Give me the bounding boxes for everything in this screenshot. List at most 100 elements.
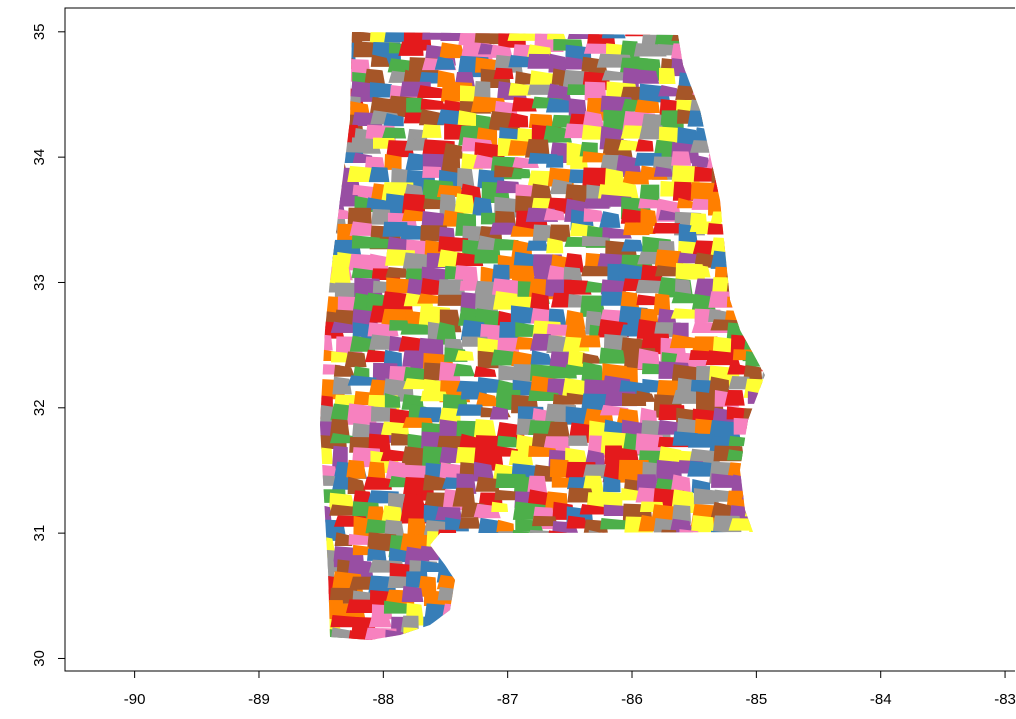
tract [747,307,775,321]
tract [671,151,691,166]
tract [745,502,770,517]
tract [762,589,794,604]
tract [581,587,601,598]
tract [310,55,335,67]
tract [707,627,726,650]
tract [744,182,769,200]
tract [759,82,789,96]
tract [514,641,544,652]
tract [582,353,601,364]
tract [732,124,750,145]
tract [726,250,748,264]
tract [459,517,481,529]
tract [765,31,798,54]
tract [766,124,801,147]
tract [726,574,750,592]
x-tick-label: -90 [124,691,146,708]
tract [602,628,623,651]
y-tick-label: 34 [31,149,48,166]
tract [311,334,333,351]
tract [689,632,709,646]
tract [729,518,765,530]
tract [602,25,626,38]
x-tick-label: -89 [248,691,270,708]
tract [658,546,688,568]
tract [679,529,700,548]
tract [633,69,659,83]
tract [694,600,717,617]
tract [746,280,779,294]
tract [766,449,786,467]
tract [462,545,487,565]
tract [708,574,739,585]
tract [731,157,747,172]
tract [476,619,510,642]
tract [382,127,406,138]
tract [765,225,793,242]
tract [475,544,491,558]
tract [330,208,351,219]
tract [711,211,729,222]
tract [657,601,683,623]
tract [453,364,475,377]
tract [510,530,541,552]
tract [727,113,743,131]
x-tick-label: -84 [870,691,892,708]
tract [766,168,797,181]
tract [766,531,788,545]
tract [749,56,776,75]
tract [479,590,499,613]
tract [480,647,500,660]
tract [673,182,693,201]
tract [725,265,752,281]
tract [334,647,364,661]
tract [727,545,753,555]
tract [402,586,424,602]
tract [509,615,537,629]
tract [422,124,442,138]
tract [652,562,683,572]
tract [749,222,775,241]
tract [548,557,566,575]
tract [462,560,480,582]
tract [690,515,715,539]
tract [725,602,752,615]
tract [744,139,766,157]
tract [730,166,749,183]
tract [526,631,547,652]
tract [604,573,630,583]
tract [710,85,733,100]
tract [746,477,768,497]
tract [582,642,602,653]
tract [748,320,771,341]
tract [550,619,572,632]
tract [655,44,689,55]
tract [747,197,777,211]
tract [767,152,793,174]
tract [764,213,787,236]
map-chart: -90-89-88-87-86-85-84-83303132333435 [0,0,1016,719]
tract [314,153,345,169]
tract [741,532,771,546]
x-tick-label: -85 [746,691,768,708]
tract [508,83,530,96]
tract [567,602,599,619]
tract [765,184,792,207]
tract [659,68,676,84]
tract [403,646,437,666]
tract [729,559,755,575]
tract [509,591,539,612]
tract [336,73,351,95]
tract [708,291,736,308]
tract [619,604,647,614]
tract [708,128,739,151]
tract [454,193,475,213]
tract [310,72,340,85]
tract [636,544,665,561]
tract [674,602,701,615]
tract [528,645,561,658]
tract [461,633,495,651]
tract [691,591,712,604]
tract [659,530,679,547]
tract [511,168,530,178]
